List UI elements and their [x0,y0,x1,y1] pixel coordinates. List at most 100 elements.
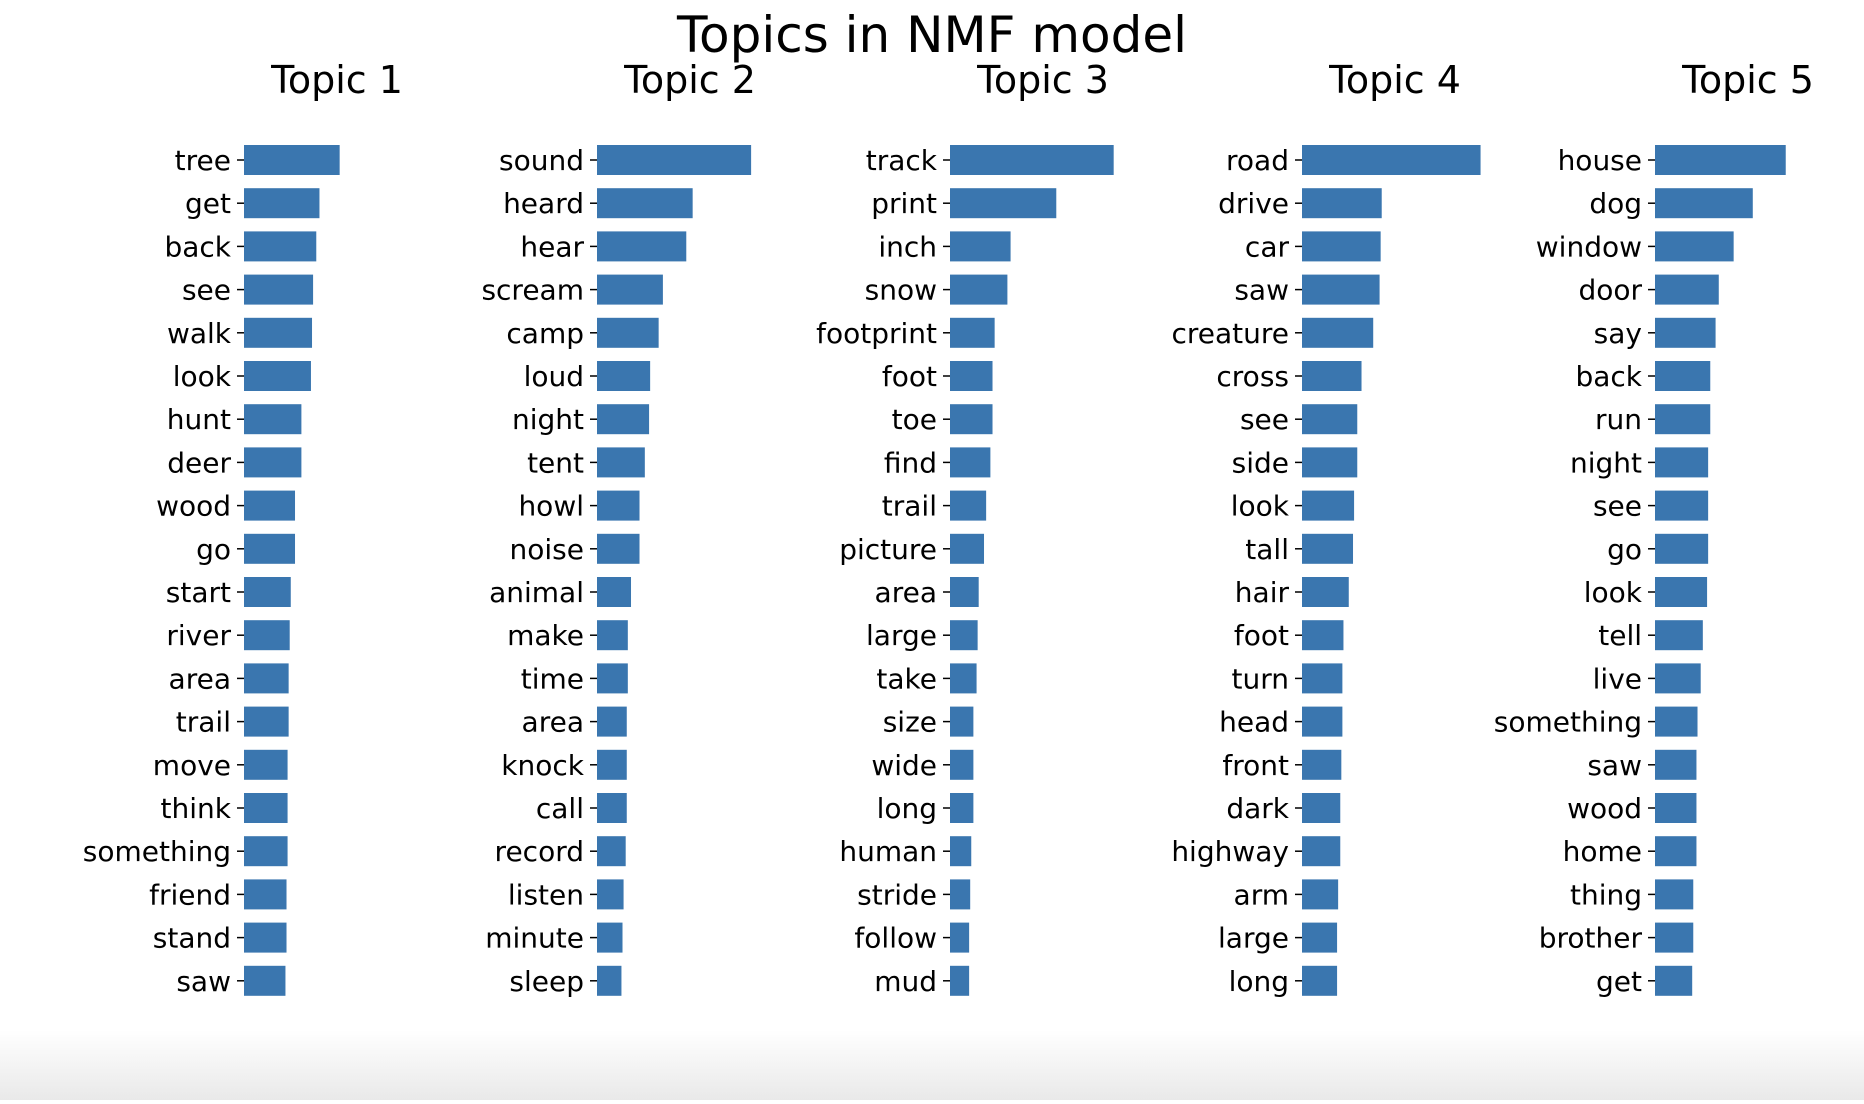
bar [1655,361,1711,391]
y-tick-label: night [512,403,584,436]
y-tick-label: hair [1235,576,1290,609]
topic-panel-5: Topic 5 house dog window door say back run night… [1494,58,1841,1083]
bar [1655,274,1719,305]
y-tick-label: large [866,619,937,652]
y-tick-label: inch [878,230,937,263]
y-tick-label: deer [167,446,231,479]
bar [950,361,993,391]
y-tick-label: something [1494,706,1642,739]
bar [1655,317,1716,348]
bar [244,274,314,305]
y-tick-label: toe [892,403,937,436]
y-tick-label: walk [167,317,232,350]
y-tick-label: wood [1567,792,1642,825]
y-tick-label: think [161,792,232,825]
bar [597,706,627,737]
bar [950,879,971,910]
bar [1655,965,1693,996]
bottom-shade [0,1030,1864,1100]
y-tick-label: get [185,187,231,220]
y-tick-label: run [1595,403,1642,436]
y-tick-label: howl [518,490,584,523]
bar [244,231,317,262]
y-tick-label: dog [1589,187,1642,220]
y-tick-label: look [173,360,232,393]
y-tick-label: car [1245,230,1290,263]
bar [244,879,287,910]
y-tick-label: thing [1570,878,1642,911]
y-tick-label: back [164,230,231,263]
y-tick-label: area [522,706,584,739]
y-tick-label: start [166,576,231,609]
y-tick-label: saw [1234,274,1289,307]
y-tick-label: side [1232,446,1289,479]
bar [597,317,659,348]
y-tick-label: stand [153,922,231,955]
y-tick-label: wide [871,749,937,782]
bar [597,620,628,651]
y-tick-label: home [1563,835,1642,868]
y-tick-label: dark [1226,792,1289,825]
topic-panel-2: Topic 2 sound heard hear scream camp loud night… [481,58,783,1083]
bar [244,145,340,175]
y-tick-label: foot [882,360,937,393]
bar [1655,620,1703,651]
bar [1302,749,1342,780]
bar [1302,447,1358,478]
bar [244,706,289,737]
subplot-title: Topic 5 [1681,58,1814,102]
bar [597,490,640,521]
y-tick-label: tell [1598,619,1642,652]
bar [597,533,640,564]
bar [1655,706,1698,737]
bar [950,577,979,607]
y-tick-label: long [877,792,937,825]
bar [1655,793,1697,823]
bar [950,620,978,651]
bar [244,404,302,435]
bar [244,188,320,219]
y-tick-label: stride [857,878,937,911]
y-tick-label: loud [524,360,584,393]
bar [1302,317,1374,348]
bar [1655,404,1711,435]
bar [597,793,627,823]
bar [1655,188,1753,219]
bar [1302,922,1338,953]
y-tick-label: heard [503,187,584,220]
bar [244,620,290,651]
bar [1302,706,1343,737]
y-tick-label: wood [156,490,231,523]
topic-panel-3: Topic 3 track print inch snow footprint foot to… [816,58,1136,1083]
y-tick-label: creature [1171,317,1289,350]
y-tick-label: tree [175,144,231,177]
y-tick-label: hunt [167,403,231,436]
y-tick-label: tall [1245,533,1289,566]
bar [950,490,987,521]
bar [1655,922,1694,953]
chart-suptitle: Topics in NMF model [676,6,1188,64]
y-tick-label: time [521,662,584,695]
y-tick-label: door [1578,274,1642,307]
bar [1655,490,1709,521]
y-tick-label: camp [506,317,584,350]
y-tick-label: call [536,792,584,825]
bar [244,749,288,780]
y-tick-label: record [495,835,584,868]
bar [1302,231,1381,262]
y-tick-label: human [839,835,937,868]
y-tick-label: noise [510,533,584,566]
y-tick-label: animal [489,576,584,609]
y-tick-label: head [1219,706,1289,739]
bar [244,533,296,564]
bar [1655,749,1697,780]
bar [597,879,624,910]
bar [244,793,288,823]
y-tick-label: look [1584,576,1643,609]
y-tick-label: track [866,144,938,177]
bar [950,706,974,737]
bar [244,577,291,607]
y-tick-label: footprint [816,317,937,350]
